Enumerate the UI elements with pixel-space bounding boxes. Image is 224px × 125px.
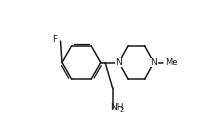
Text: 2: 2 <box>119 108 123 114</box>
Text: N: N <box>151 58 157 67</box>
Text: NH: NH <box>110 103 123 112</box>
Text: F: F <box>52 35 57 44</box>
Text: N: N <box>116 58 122 67</box>
Text: Me: Me <box>165 58 177 67</box>
